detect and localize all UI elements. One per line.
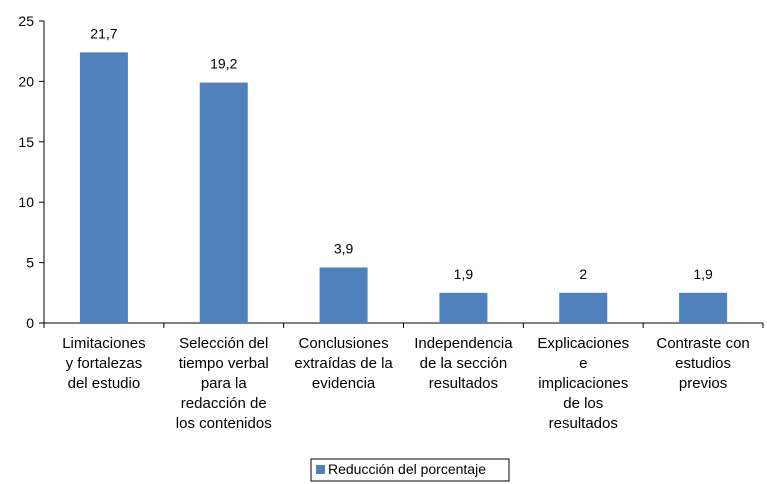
x-tick-label-line: previos [679,375,727,392]
x-tick-label-line: para la [201,375,248,392]
x-tick-label-line: extraídas de la [294,355,393,372]
legend-box [310,458,510,482]
x-tick-label-line: e [579,355,587,372]
y-tick-label: 0 [26,315,34,331]
y-tick-label: 25 [18,13,34,29]
x-tick-label-line: evidencia [312,375,376,392]
data-label: 19,2 [210,56,237,72]
data-label: 2 [579,266,587,282]
x-tick-label: Limitaciones y fortalezas del estudio [62,335,145,392]
x-tick-label-line: Conclusiones [299,335,389,352]
x-tick-label-line: Independencia [414,335,513,352]
y-tick-label: 20 [18,73,34,89]
data-label: 3,9 [334,240,354,256]
x-tick-label-line: del estudio [68,375,141,392]
x-tick-label-line: y fortalezas [66,355,143,372]
bar [679,292,728,323]
x-tick-label-line: implicaciones [538,375,628,392]
data-label: 1,9 [454,266,474,282]
data-label: 21,7 [90,25,117,41]
x-tick-label-line: Explicaciones [537,335,629,352]
legend-label: Reducción del porcentaje [328,461,486,477]
x-tick-label-line: tiempo verbal [179,355,269,372]
data-label: 1,9 [693,266,713,282]
bar [79,52,128,324]
x-tick-label: Independencia de la sección resultados [414,335,513,392]
bar-series: 21,7 19,2 3,9 1,9 2 1,9 [79,25,728,324]
x-tick-label-line: de la sección [420,355,508,372]
x-tick-label: Conclusiones extraídas de la evidencia [294,335,393,392]
x-tick-label-line: resultados [429,375,498,392]
y-tick-label: 5 [26,255,34,271]
x-tick-label: Contraste con estudios previos [656,335,749,392]
y-axis: 0 5 10 15 20 25 [18,13,45,331]
bar [439,292,488,323]
y-tick-label: 10 [18,194,34,210]
x-tick-label-line: redacción de [181,395,267,412]
x-tick-label-line: Contraste con [656,335,749,352]
x-tick-label-line: Limitaciones [62,335,145,352]
x-axis: Limitaciones y fortalezas del estudio Selec… [43,322,764,432]
x-tick-label: Selección del tiempo verbal para la redacci… [176,335,272,432]
y-tick-label: 15 [18,134,34,150]
bar [199,82,248,323]
legend: Reducción del porcentaje [310,458,510,482]
legend-swatch [316,465,325,474]
bar [559,292,608,323]
x-tick-label-line: resultados [549,415,618,432]
x-tick-label-line: Selección del [179,335,268,352]
x-tick-label: Explicaciones e implicaciones de los resulta… [537,335,629,432]
bar [319,267,368,323]
x-tick-label-line: estudios [675,355,731,372]
x-tick-label-line: de los [563,395,603,412]
x-tick-label-line: los contenidos [176,415,272,432]
